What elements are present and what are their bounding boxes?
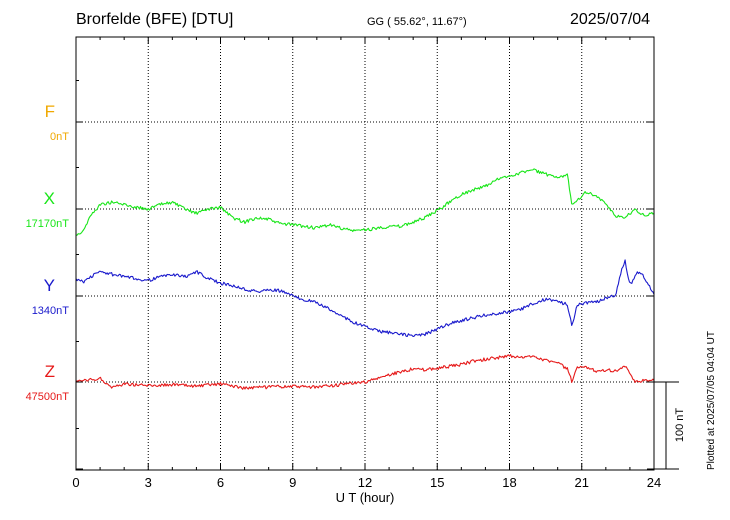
x-tick-label-9: 9 xyxy=(289,475,296,490)
grid-lines xyxy=(76,37,654,470)
channel-baseline-Y: 1340nT xyxy=(32,305,70,317)
trace-Y xyxy=(75,259,655,338)
plot-date: 2025/07/04 xyxy=(570,11,651,28)
x-axis-label: U T (hour) xyxy=(336,490,395,505)
magnetic-traces xyxy=(75,168,655,390)
trace-Z xyxy=(75,354,655,390)
x-tick-label-24: 24 xyxy=(647,475,661,490)
channel-name-Z: Z xyxy=(45,362,55,381)
channel-name-X: X xyxy=(44,189,55,208)
trace-X xyxy=(75,168,655,236)
geographic-coordinates: GG ( 55.62°, 11.67°) xyxy=(367,16,467,28)
x-tick-label-12: 12 xyxy=(358,475,372,490)
scale-bar-label: 100 nT xyxy=(674,408,686,443)
x-tick-label-0: 0 xyxy=(72,475,79,490)
station-title: Brorfelde (BFE) [DTU] xyxy=(76,11,234,28)
channel-labels: F 0nT X 17170nT Y 1340nT Z 47500nT xyxy=(26,102,70,403)
channel-name-Y: Y xyxy=(44,276,55,295)
scale-bar: 100 nT xyxy=(654,381,686,470)
x-tick-label-21: 21 xyxy=(575,475,589,490)
channel-baseline-Z: 47500nT xyxy=(26,391,70,403)
x-tick-label-6: 6 xyxy=(217,475,224,490)
axis-ticks: 0 3 6 9 12 15 18 21 24 xyxy=(72,36,661,490)
x-tick-label-18: 18 xyxy=(502,475,516,490)
channel-name-F: F xyxy=(45,102,55,121)
channel-baseline-F: 0nT xyxy=(50,131,69,143)
channel-baseline-X: 17170nT xyxy=(26,218,70,230)
x-tick-label-15: 15 xyxy=(430,475,444,490)
x-tick-label-3: 3 xyxy=(145,475,152,490)
